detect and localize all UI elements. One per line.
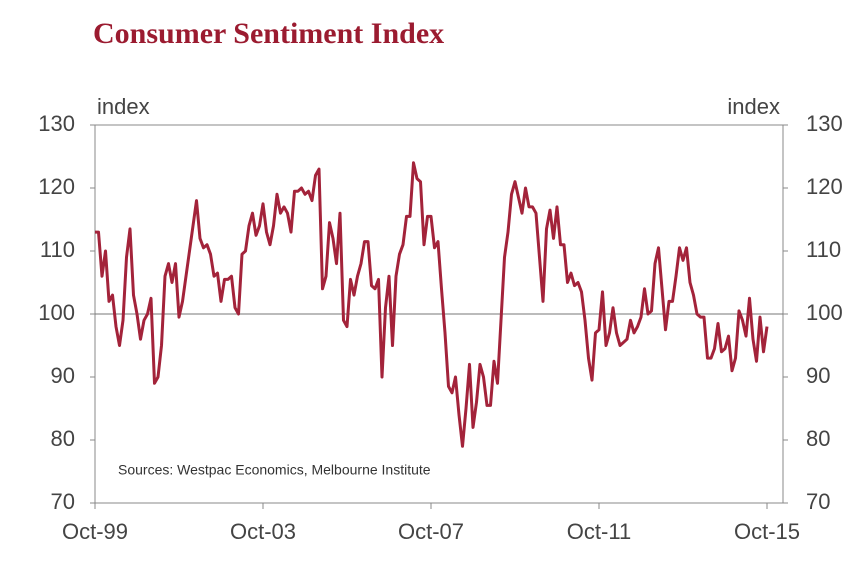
y-tick-label: 110 xyxy=(40,237,75,262)
y2-tick-label: 100 xyxy=(806,300,843,325)
y-tick-label: 70 xyxy=(51,489,75,514)
y2-tick-label: 110 xyxy=(806,237,841,262)
y-tick-label: 80 xyxy=(51,426,75,451)
y2-tick-label: 130 xyxy=(806,111,843,136)
y-tick-label: 100 xyxy=(38,300,75,325)
x-tick-label: Oct-07 xyxy=(398,519,464,544)
y-tick-label: 130 xyxy=(38,111,75,136)
y-tick-label: 120 xyxy=(38,174,75,199)
sentiment-line xyxy=(95,161,769,448)
y2-axis-label: index xyxy=(727,94,780,119)
x-tick-label: Oct-15 xyxy=(734,519,800,544)
y-tick-label: 90 xyxy=(51,363,75,388)
x-tick-label: Oct-99 xyxy=(62,519,128,544)
chart-title: Consumer Sentiment Index xyxy=(93,17,444,50)
y2-tick-label: 90 xyxy=(806,363,830,388)
y2-tick-label: 120 xyxy=(806,174,843,199)
y2-tick-label: 70 xyxy=(806,489,830,514)
source-note: Sources: Westpac Economics, Melbourne In… xyxy=(118,462,431,478)
y-axis-label: index xyxy=(97,94,150,119)
x-tick-label: Oct-11 xyxy=(567,519,631,544)
x-tick-label: Oct-03 xyxy=(230,519,296,544)
y2-tick-label: 80 xyxy=(806,426,830,451)
